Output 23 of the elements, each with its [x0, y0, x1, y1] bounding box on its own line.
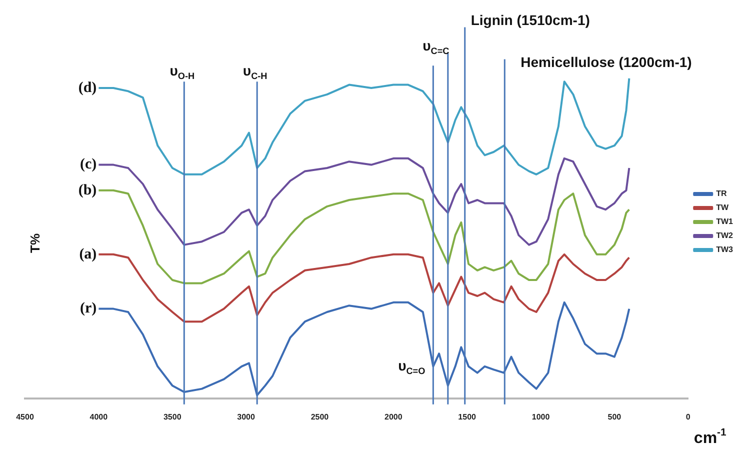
legend-label: TR: [716, 189, 727, 198]
x-tick-label: 1000: [532, 412, 550, 422]
annotation: (c): [80, 156, 97, 173]
x-tick-label: 0: [686, 412, 691, 422]
legend-label: TW2: [716, 231, 734, 240]
legend-label: TW: [716, 203, 729, 212]
x-tick-label: 500: [608, 412, 622, 422]
x-tick-label: 3500: [163, 412, 182, 422]
ref-line-label: Hemicellulose (1200cm-1): [520, 54, 692, 70]
annotation: (b): [78, 182, 97, 198]
annotation: (d): [78, 80, 97, 96]
annotation: (a): [79, 246, 97, 262]
x-tick-label: 4500: [16, 412, 34, 422]
x-tick-label: 1500: [458, 412, 477, 422]
x-tick-label: 2500: [310, 412, 330, 422]
legend-label: TW3: [716, 245, 734, 254]
ref-line-label: Lignin (1510cm-1): [470, 12, 590, 28]
y-axis-title: T%: [28, 233, 43, 253]
x-tick-label: 4000: [90, 412, 108, 422]
legend-label: TW1: [716, 217, 734, 226]
annotation: (r): [80, 300, 97, 317]
x-tick-label: 2000: [384, 412, 403, 422]
x-tick-label: 3000: [237, 412, 256, 422]
